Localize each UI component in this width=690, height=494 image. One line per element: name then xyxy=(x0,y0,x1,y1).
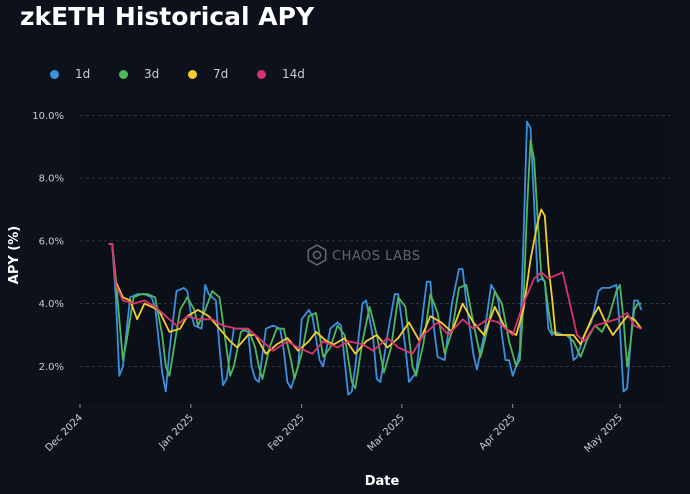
x-tick-label: Apr 2025 xyxy=(478,412,518,452)
y-tick-label: 4.0% xyxy=(39,299,64,310)
legend-marker-3d xyxy=(119,69,128,79)
chaos-labs-logo-icon xyxy=(307,244,327,266)
chaos-labs-watermark: CHAOS LABS xyxy=(307,244,421,266)
y-tick-label: 10.0% xyxy=(32,111,64,122)
y-tick-label: 6.0% xyxy=(39,236,64,247)
legend-label-1d: 1d xyxy=(75,67,91,81)
legend-label-3d: 3d xyxy=(144,67,160,81)
x-tick-label: Feb 2025 xyxy=(266,412,307,453)
x-tick-label: May 2025 xyxy=(582,412,625,455)
legend-label-14d: 14d xyxy=(282,67,305,81)
series-lines xyxy=(108,120,643,396)
legend-item-14d[interactable]: 14d xyxy=(257,67,326,81)
series-line-7d xyxy=(108,208,643,355)
y-tick-label: 2.0% xyxy=(39,362,64,373)
x-axis-title: Date xyxy=(365,474,400,489)
watermark-text: CHAOS LABS xyxy=(332,249,421,264)
legend-item-7d[interactable]: 7d xyxy=(188,67,257,81)
chart-title: zkETH Historical APY xyxy=(20,2,315,31)
legend-marker-7d xyxy=(188,69,197,79)
y-axis-ticks: 2.0% 4.0% 6.0% 8.0% 10.0% xyxy=(32,111,64,373)
x-tick-label: Jan 2025 xyxy=(156,412,196,452)
series-line-1d xyxy=(108,120,643,396)
y-axis-title: APY (%) xyxy=(7,226,22,284)
x-tick-label: Mar 2025 xyxy=(366,412,407,453)
legend-label-7d: 7d xyxy=(213,67,229,81)
legend-item-3d[interactable]: 3d xyxy=(119,67,188,81)
legend-item-1d[interactable]: 1d xyxy=(50,67,119,81)
series-line-14d xyxy=(108,243,642,355)
x-tick-label: Dec 2024 xyxy=(43,412,85,454)
legend-marker-1d xyxy=(50,69,59,79)
x-axis-ticks: Dec 2024 Jan 2025 Feb 2025 Mar 2025 Apr 2025… xyxy=(43,404,625,455)
chart-legend: 1d 3d 7d 14d xyxy=(50,67,326,81)
y-tick-label: 8.0% xyxy=(39,174,64,185)
legend-marker-14d xyxy=(257,69,266,79)
